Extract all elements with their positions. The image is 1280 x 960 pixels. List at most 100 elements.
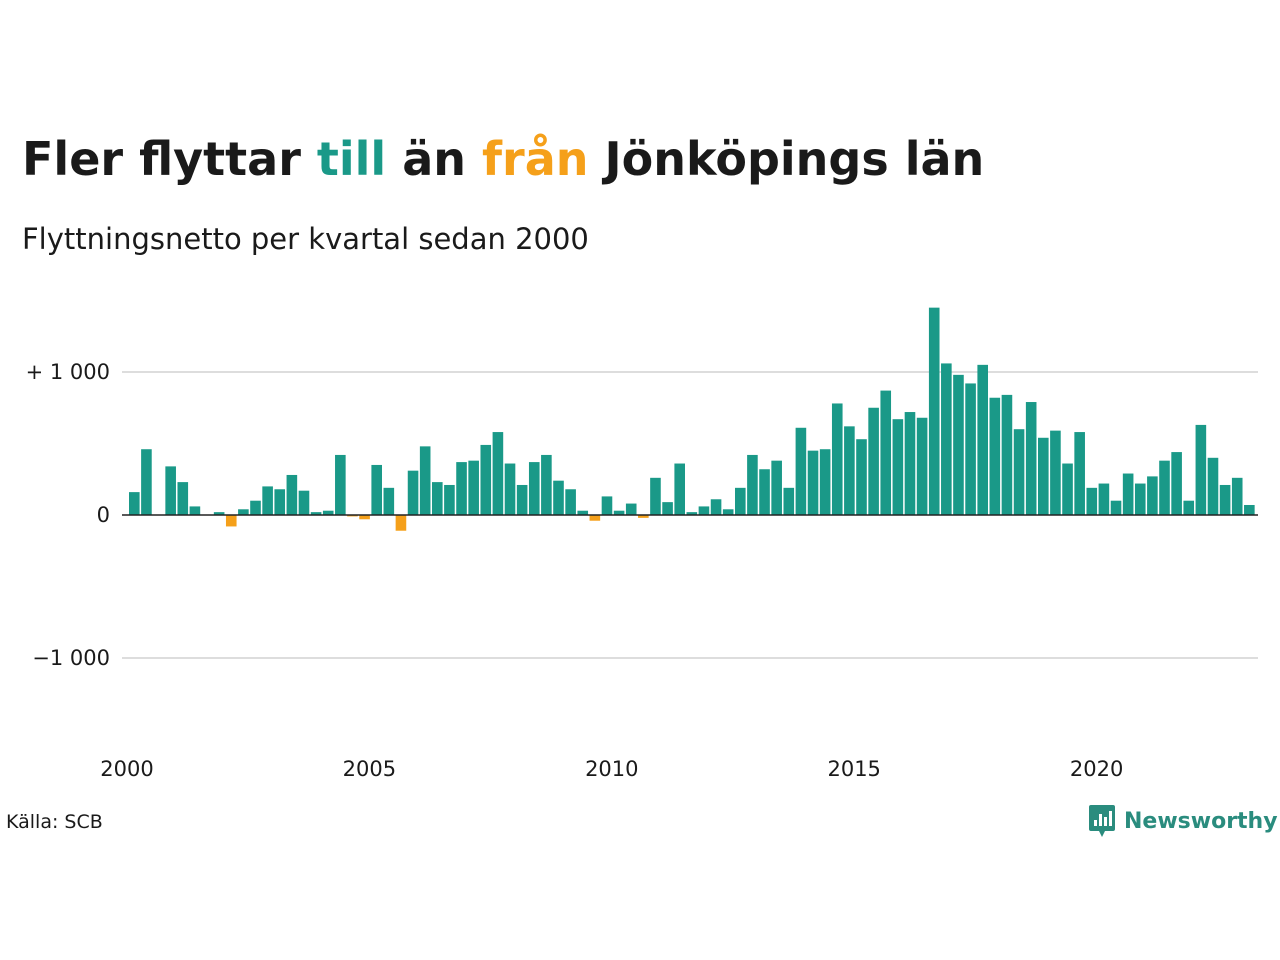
bar — [880, 390, 892, 515]
source-note: Källa: SCB — [6, 811, 103, 833]
bar — [1098, 483, 1110, 515]
bar — [492, 432, 504, 515]
y-tick-label: 0 — [97, 503, 110, 527]
bar — [674, 463, 685, 515]
bar — [1086, 487, 1098, 515]
bar — [444, 484, 455, 515]
newsworthy-logo-text: Newsworthy — [1124, 808, 1278, 834]
bar — [1001, 394, 1013, 515]
bar — [1159, 460, 1170, 515]
bar — [662, 502, 673, 515]
bar — [856, 439, 867, 515]
title-part-2: än — [386, 132, 483, 186]
bar — [698, 506, 710, 515]
bar — [1171, 452, 1182, 515]
bar — [613, 510, 625, 515]
bar — [335, 454, 346, 515]
bar — [177, 482, 189, 515]
bar — [783, 487, 795, 515]
bar — [747, 454, 758, 515]
bar — [831, 403, 843, 515]
bar — [795, 427, 807, 515]
bar — [395, 515, 407, 531]
bar — [383, 487, 395, 515]
bar — [456, 462, 467, 515]
bar — [262, 486, 273, 515]
bar — [759, 469, 770, 515]
bar — [504, 463, 516, 515]
bar — [213, 512, 225, 515]
bar — [274, 489, 286, 515]
bar — [819, 449, 831, 515]
bar — [419, 446, 431, 515]
bar — [916, 417, 928, 515]
x-tick-label: 2020 — [1070, 757, 1123, 781]
bar — [1219, 484, 1231, 515]
bar — [601, 496, 613, 515]
title-part-1: Fler flyttar — [22, 132, 317, 186]
y-tick-label: −1 000 — [32, 646, 110, 670]
bar — [989, 397, 1001, 515]
bar — [141, 449, 152, 515]
bar — [1147, 476, 1158, 515]
bar — [722, 509, 734, 515]
bar — [407, 470, 419, 515]
bar — [225, 515, 237, 527]
newsworthy-logo-icon — [1089, 805, 1115, 837]
bar — [771, 460, 782, 515]
bar — [1038, 437, 1049, 515]
bar — [941, 363, 952, 515]
bar — [638, 515, 649, 518]
bar — [807, 450, 819, 515]
chart-subtitle: Flyttningsnetto per kvartal sedan 2000 — [22, 222, 589, 256]
bar — [322, 510, 334, 515]
title-word-from: från — [482, 132, 589, 186]
x-tick-label: 2015 — [827, 757, 880, 781]
bar — [1013, 429, 1025, 515]
bar — [359, 515, 370, 520]
title-part-3: Jönköpings län — [588, 132, 985, 186]
bar — [1195, 424, 1207, 515]
bar — [298, 490, 310, 515]
bar — [1110, 500, 1122, 515]
bar — [541, 454, 552, 515]
bar — [1122, 473, 1134, 515]
bar — [516, 484, 528, 515]
bar-chart: + 1 000 0 −1 000 2000 2005 2010 2015 2020 — [26, 307, 1258, 781]
bar — [844, 426, 855, 515]
bar — [250, 500, 261, 515]
bar — [650, 477, 661, 515]
bar — [1231, 477, 1243, 515]
title-word-to: till — [316, 132, 387, 186]
bar — [1207, 457, 1219, 515]
bar — [238, 509, 249, 515]
bar — [565, 489, 576, 515]
x-tick-label: 2010 — [585, 757, 638, 781]
chart-title: Fler flyttar till än från Jönköpings län — [22, 132, 984, 186]
bar — [1074, 432, 1085, 515]
bar — [165, 466, 176, 515]
bar — [977, 364, 988, 515]
bar — [432, 482, 443, 515]
bar — [1050, 430, 1061, 515]
x-tick-label: 2000 — [100, 757, 153, 781]
bar — [953, 374, 964, 515]
y-tick-label: + 1 000 — [26, 360, 110, 384]
bar — [892, 419, 904, 515]
bar — [589, 515, 601, 521]
bar — [468, 460, 479, 515]
bar — [1244, 504, 1255, 515]
bar — [480, 444, 492, 515]
bar — [310, 512, 322, 515]
bar — [625, 503, 637, 515]
x-tick-label: 2005 — [343, 757, 396, 781]
bar — [1134, 483, 1146, 515]
bar — [286, 474, 298, 515]
bar — [577, 510, 589, 515]
newsworthy-logo: Newsworthy — [1088, 803, 1278, 839]
bar — [904, 412, 916, 515]
bar — [371, 464, 382, 515]
bar — [710, 499, 722, 515]
bar — [928, 307, 940, 515]
bar — [528, 462, 540, 515]
